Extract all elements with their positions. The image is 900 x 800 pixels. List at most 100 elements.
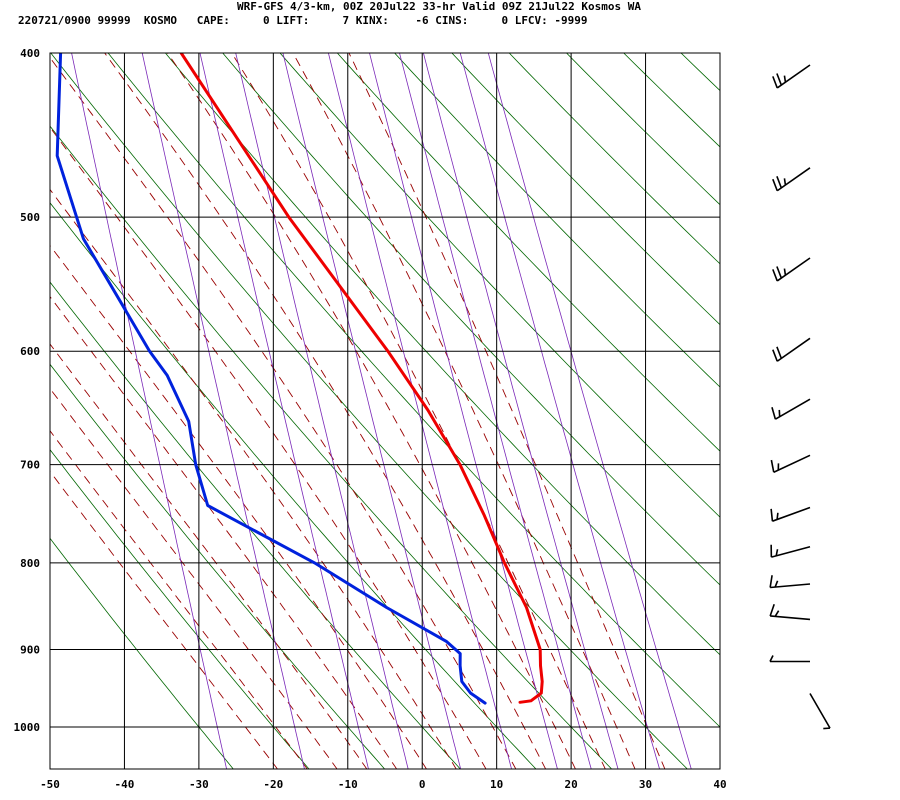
- barb-flag: [774, 610, 780, 617]
- dry-adiabat-line: [451, 53, 720, 326]
- barb-flag: [772, 269, 778, 282]
- moist-adiabat-line: [50, 343, 368, 769]
- wind-barb: [770, 454, 811, 473]
- moist-adiabat-line: [166, 53, 576, 769]
- wind-barb: [772, 257, 811, 282]
- mixing-ratio-line: [399, 53, 592, 769]
- dewpoint-profile-line: [55, 53, 487, 705]
- wind-barb: [769, 575, 811, 589]
- temperature-tick-label: -40: [115, 778, 135, 791]
- barb-staff: [772, 506, 811, 522]
- barb-staff: [776, 64, 811, 89]
- wind-barb: [770, 544, 811, 558]
- wind-barb: [771, 398, 811, 420]
- wind-barbs: [769, 64, 831, 730]
- barb-flag: [772, 349, 778, 362]
- pressure-axis-labels: 400 500 600 700 800 900 1000: [14, 47, 41, 734]
- station-info-line: 220721/0900 99999 KOSMO CAPE: 0 LIFT: 7 …: [18, 14, 588, 27]
- dry-adiabat-line: [868, 15, 900, 770]
- barb-flag: [776, 512, 779, 520]
- wind-barb: [809, 693, 831, 730]
- pressure-tick-label: 500: [20, 211, 40, 224]
- barb-flag: [770, 508, 774, 522]
- grid-lines: [50, 52, 720, 769]
- dry-adiabat-line: [50, 53, 688, 769]
- mixing-ratio-line: [327, 53, 512, 769]
- dry-adiabat-line: [107, 53, 720, 728]
- barb-flag: [776, 346, 783, 359]
- plot-frame: [49, 52, 721, 770]
- moist-adiabat-line: [50, 56, 517, 769]
- barb-staff: [771, 545, 811, 558]
- barb-staff: [770, 583, 811, 589]
- temperature-tick-label: -20: [263, 778, 283, 791]
- moist-adiabat-line: [50, 188, 457, 769]
- moist-adiabat-line: [50, 126, 487, 769]
- wind-barb: [769, 604, 811, 621]
- dry-adiabat-line: [680, 53, 720, 92]
- barb-flag: [772, 178, 778, 192]
- pressure-tick-label: 900: [20, 643, 40, 656]
- barb-flag: [772, 76, 778, 89]
- mixing-ratio-line: [282, 53, 462, 769]
- barb-flag: [783, 268, 787, 276]
- dry-adiabat-line: [164, 53, 720, 656]
- temperature-profile-line: [179, 53, 544, 704]
- temperature-tick-label: 0: [419, 778, 426, 791]
- dry-adiabat-line: [508, 53, 720, 265]
- barb-flag: [776, 266, 783, 279]
- moist-adiabat-line: [50, 244, 427, 769]
- temperature-axis-labels: -50 -40 -30 -20 -10 0 10 20 30 40: [40, 778, 727, 791]
- barb-flag: [775, 549, 779, 556]
- barb-flag: [776, 176, 783, 189]
- mixing-ratio-line: [487, 53, 692, 769]
- temperature-tick-label: -10: [338, 778, 358, 791]
- wind-barb: [770, 506, 811, 522]
- dry-adiabat-line: [222, 53, 720, 586]
- dry-adiabat-line: [623, 53, 720, 148]
- wind-barb: [769, 655, 810, 663]
- dry-adiabat-line: [50, 281, 461, 769]
- dry-adiabat-line: [50, 449, 310, 769]
- dry-adiabat-line: [50, 537, 234, 769]
- temperature-tick-label: -30: [189, 778, 209, 791]
- moist-adiabat-line: [292, 53, 636, 769]
- mixing-ratio-line: [369, 53, 558, 769]
- wind-barb: [772, 167, 811, 192]
- barb-flag: [783, 75, 787, 83]
- moist-adiabat-line: [50, 295, 398, 769]
- dry-adiabat-line: [336, 53, 720, 452]
- dry-adiabat-line: [279, 53, 720, 518]
- thermo-background: [50, 15, 900, 770]
- temperature-tick-label: 40: [713, 778, 726, 791]
- pressure-tick-label: 600: [20, 345, 40, 358]
- temperature-tick-label: 20: [564, 778, 577, 791]
- mixing-ratio-line: [199, 53, 369, 769]
- temperature-tick-label: 30: [639, 778, 652, 791]
- barb-flag: [776, 73, 783, 86]
- temperature-tick-label: -50: [40, 778, 60, 791]
- barb-staff: [809, 693, 831, 729]
- barb-flag: [769, 655, 774, 662]
- moist-adiabat-line: [50, 470, 278, 769]
- dry-adiabat-line: [394, 53, 720, 388]
- moist-adiabat-line: [348, 53, 666, 769]
- dry-adiabat-line: [50, 125, 613, 769]
- wind-barb: [772, 64, 811, 89]
- barb-flag: [771, 407, 777, 420]
- mixing-ratio-line: [459, 53, 660, 769]
- barb-staff: [776, 167, 811, 192]
- barb-staff: [773, 454, 811, 473]
- barb-staff: [776, 257, 811, 282]
- dry-adiabat-line: [50, 363, 386, 769]
- dry-adiabat-line: [50, 202, 537, 769]
- dry-adiabat-line: [812, 15, 900, 770]
- wind-barb: [772, 337, 811, 362]
- barb-staff: [774, 398, 811, 420]
- series-layer: [55, 53, 544, 705]
- temperature-tick-label: 10: [490, 778, 503, 791]
- mixing-ratio-line: [71, 53, 228, 769]
- pressure-tick-label: 800: [20, 557, 40, 570]
- moist-adiabat-line: [50, 430, 308, 769]
- barb-flag: [769, 604, 775, 617]
